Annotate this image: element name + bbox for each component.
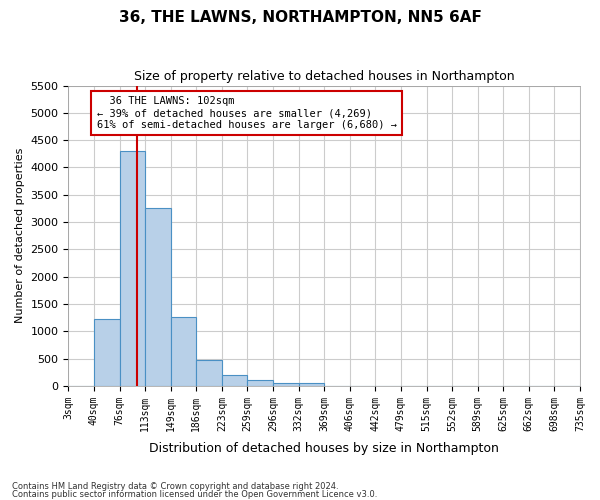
Bar [299, 383, 324, 386]
Bar [196, 360, 222, 386]
Bar [247, 380, 273, 386]
Bar [273, 383, 299, 386]
Bar [145, 208, 171, 386]
Text: Contains HM Land Registry data © Crown copyright and database right 2024.: Contains HM Land Registry data © Crown c… [12, 482, 338, 491]
Text: 36 THE LAWNS: 102sqm  
← 39% of detached houses are smaller (4,269)
61% of semi-: 36 THE LAWNS: 102sqm ← 39% of detached h… [97, 96, 397, 130]
Bar [94, 318, 119, 386]
X-axis label: Distribution of detached houses by size in Northampton: Distribution of detached houses by size … [149, 442, 499, 455]
Title: Size of property relative to detached houses in Northampton: Size of property relative to detached ho… [134, 70, 515, 83]
Text: Contains public sector information licensed under the Open Government Licence v3: Contains public sector information licen… [12, 490, 377, 499]
Bar [119, 151, 145, 386]
Text: 36, THE LAWNS, NORTHAMPTON, NN5 6AF: 36, THE LAWNS, NORTHAMPTON, NN5 6AF [119, 10, 481, 25]
Bar [171, 317, 196, 386]
Bar [222, 375, 247, 386]
Y-axis label: Number of detached properties: Number of detached properties [15, 148, 25, 324]
